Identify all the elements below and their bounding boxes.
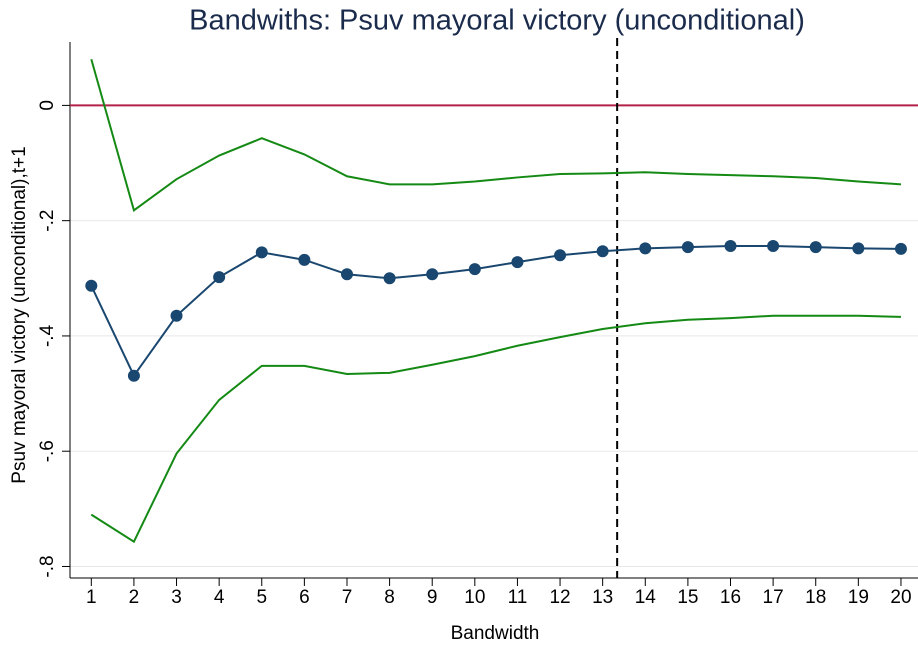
series-line [90,314,901,544]
x-tick-label: 17 [763,587,784,608]
x-tick-label: 4 [214,587,225,608]
marker [426,268,439,281]
marker [468,263,481,276]
marker [213,271,226,284]
marker [170,309,183,322]
series-line [90,59,902,212]
y-tick-label: -.4 [37,324,58,347]
marker [639,242,652,255]
y-axis-label: Psuv mayoral victory (unconditional),t+1 [9,146,30,483]
x-axis-label: Bandwidth [451,623,540,644]
x-tick-label: 6 [299,587,310,608]
marker [383,272,396,285]
x-tick-label: 16 [720,587,741,608]
x-tick-label: 12 [549,587,570,608]
x-tick-label: 11 [508,587,528,608]
series-line [90,245,901,378]
marker [298,253,311,266]
marker [894,242,907,255]
y-tick-label: -.2 [37,210,58,232]
x-tick-label: 9 [427,587,438,608]
marker [554,249,567,262]
chart-title: Bandwiths: Psuv mayoral victory (uncondi… [189,5,805,37]
y-tick-label: -.8 [37,555,58,577]
marker [809,241,822,254]
x-tick-label: 15 [677,587,698,608]
x-tick-label: 19 [848,587,869,608]
x-tick-label: 2 [129,587,140,608]
marker [767,240,780,253]
x-tick-label: 20 [890,587,911,608]
marker [127,369,140,382]
marker [596,245,609,258]
x-tick-label: 13 [592,587,613,608]
marker [511,256,524,269]
marker [255,246,268,259]
x-tick-label: 7 [342,587,353,608]
marker [852,242,865,255]
x-tick-label: 3 [171,587,182,608]
marker [340,268,353,281]
x-tick-label: 1 [86,587,97,608]
marker [85,279,98,292]
y-tick-label: 0 [37,100,58,111]
marker [681,241,694,254]
x-tick-label: 10 [464,587,485,608]
x-tick-label: 14 [635,587,657,608]
x-tick-label: 18 [805,587,826,608]
x-tick-label: 8 [384,587,395,608]
x-tick-label: 5 [256,587,267,608]
y-tick-label: -.6 [37,440,58,462]
marker [724,240,737,253]
